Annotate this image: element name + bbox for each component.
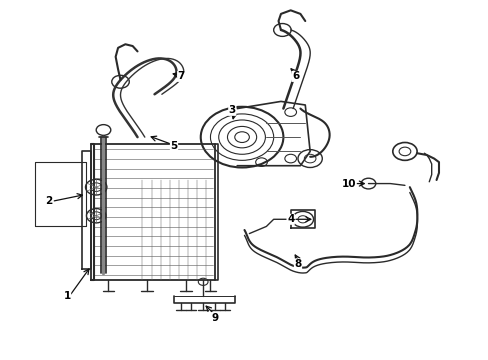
Text: 8: 8 [294,259,301,269]
Text: 6: 6 [291,71,299,81]
Text: 10: 10 [341,179,356,189]
Text: 3: 3 [228,105,236,115]
Text: 9: 9 [211,312,219,323]
Text: 7: 7 [177,71,184,81]
Text: 4: 4 [286,214,294,224]
Text: 5: 5 [170,141,177,151]
Text: 1: 1 [63,291,70,301]
Text: 2: 2 [45,197,53,206]
